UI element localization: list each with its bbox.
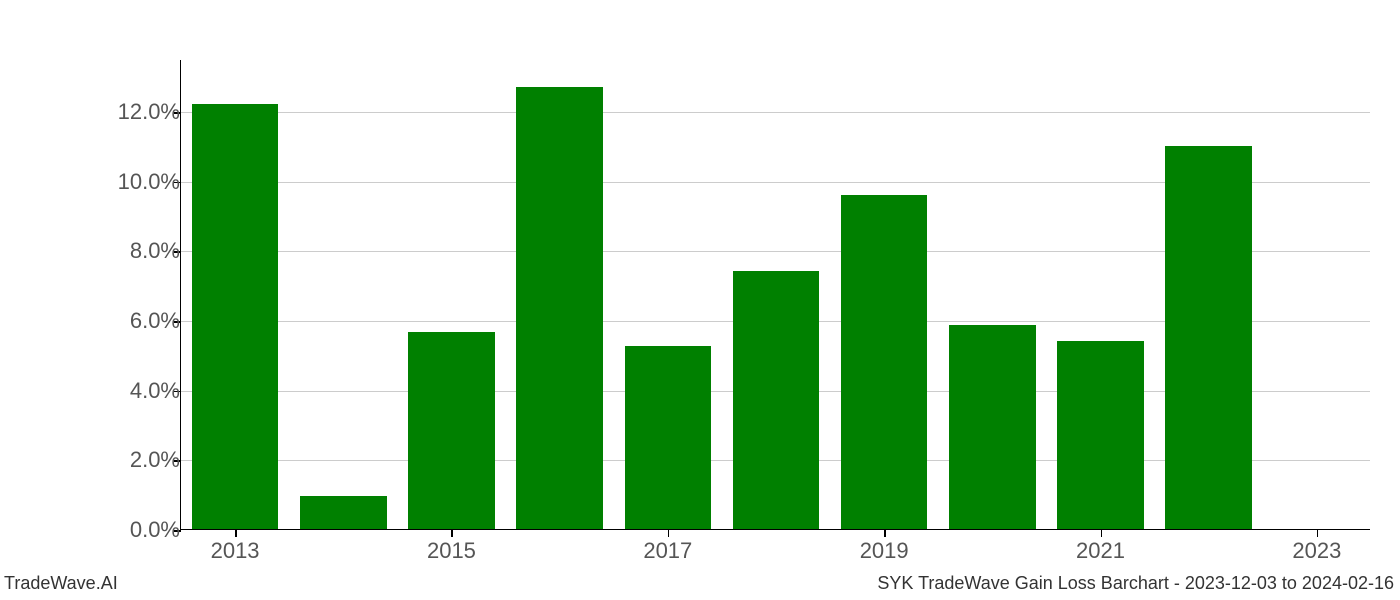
x-tick-mark <box>451 530 453 537</box>
x-axis-tick-label: 2021 <box>1076 538 1125 564</box>
y-axis-tick-label: 6.0% <box>90 308 180 334</box>
bar <box>516 87 603 529</box>
x-axis-tick-label: 2017 <box>643 538 692 564</box>
bar <box>1057 341 1144 529</box>
chart-container: 201320152017201920212023 <box>180 60 1370 530</box>
bar <box>1165 146 1252 529</box>
gridline <box>181 112 1370 113</box>
bar <box>841 195 928 529</box>
bar <box>625 346 712 529</box>
x-tick-mark <box>235 530 237 537</box>
y-axis-tick-label: 0.0% <box>90 517 180 543</box>
y-axis-tick-label: 10.0% <box>90 169 180 195</box>
bar <box>733 271 820 529</box>
x-axis-tick-label: 2023 <box>1292 538 1341 564</box>
bar <box>192 104 279 529</box>
x-tick-mark <box>1317 530 1319 537</box>
plot-area: 201320152017201920212023 <box>180 60 1370 530</box>
bar <box>300 496 387 529</box>
footer-left-text: TradeWave.AI <box>4 573 118 594</box>
y-axis-tick-label: 12.0% <box>90 99 180 125</box>
x-tick-mark <box>884 530 886 537</box>
y-axis-tick-label: 8.0% <box>90 238 180 264</box>
footer-right-text: SYK TradeWave Gain Loss Barchart - 2023-… <box>877 573 1394 594</box>
x-axis-tick-label: 2019 <box>860 538 909 564</box>
bar <box>949 325 1036 529</box>
x-axis-tick-label: 2015 <box>427 538 476 564</box>
y-axis-tick-label: 4.0% <box>90 378 180 404</box>
x-tick-mark <box>1101 530 1103 537</box>
x-tick-mark <box>668 530 670 537</box>
bar <box>408 332 495 529</box>
y-axis-tick-label: 2.0% <box>90 447 180 473</box>
x-axis-tick-label: 2013 <box>211 538 260 564</box>
